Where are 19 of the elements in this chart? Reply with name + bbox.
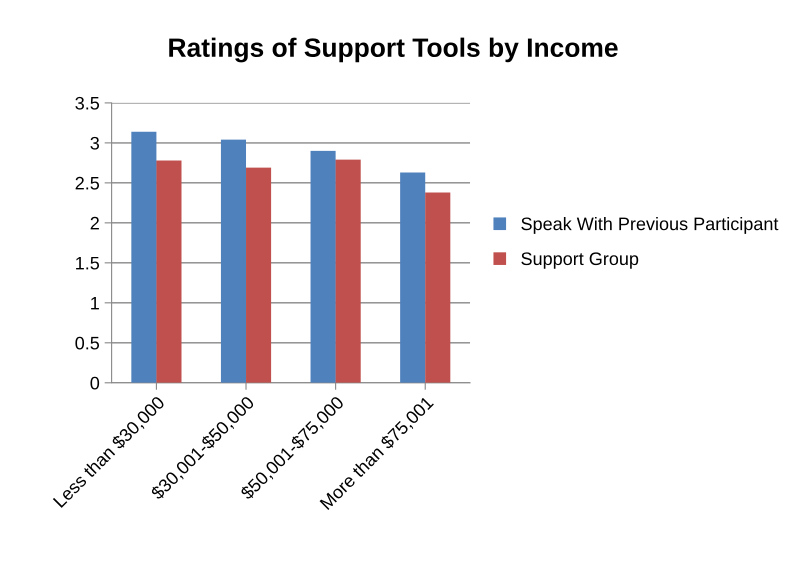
legend-label: Speak With Previous Participant <box>521 216 778 234</box>
bar <box>400 172 426 383</box>
bar <box>425 192 450 383</box>
y-tick-label: 0.5 <box>75 336 100 350</box>
y-tick-label: 3.5 <box>75 96 100 110</box>
y-tick-label: 3 <box>90 136 100 150</box>
bar <box>156 160 182 383</box>
bar <box>310 150 336 383</box>
y-tick-label: 0 <box>90 376 100 390</box>
bar <box>246 168 272 383</box>
bar <box>131 132 156 383</box>
chart-title: Ratings of Support Tools by Income <box>169 38 618 62</box>
y-tick-label: 2 <box>90 216 99 230</box>
y-tick-label: 1 <box>91 296 99 310</box>
bar <box>220 140 246 383</box>
y-tick-label: 1.5 <box>76 256 100 270</box>
legend-label: Support Group <box>521 252 638 269</box>
y-tick-label: 2.5 <box>76 176 100 190</box>
bar <box>336 160 361 383</box>
